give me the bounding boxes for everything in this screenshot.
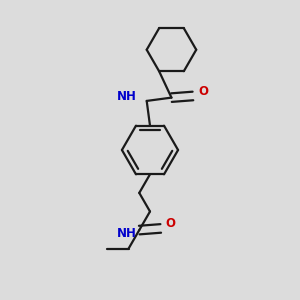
- Text: NH: NH: [117, 91, 137, 103]
- Text: O: O: [198, 85, 208, 98]
- Text: O: O: [166, 217, 176, 230]
- Text: NH: NH: [117, 227, 137, 240]
